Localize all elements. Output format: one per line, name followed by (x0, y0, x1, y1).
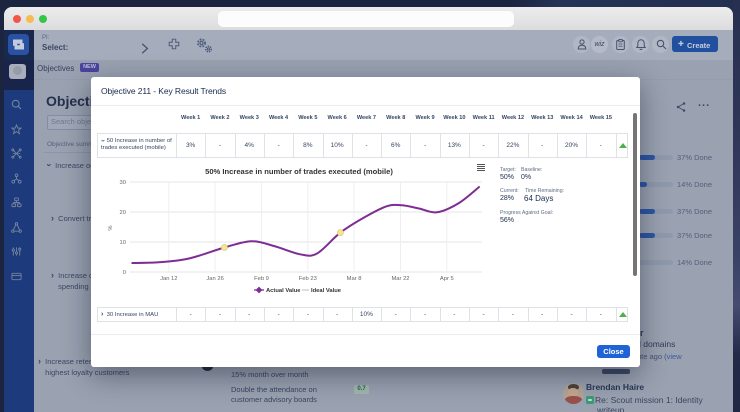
svg-text:0: 0 (123, 270, 126, 276)
svg-text:Apr 5: Apr 5 (440, 276, 454, 282)
svg-text:Jan 12: Jan 12 (160, 276, 177, 282)
svg-text:Jan 26: Jan 26 (206, 276, 223, 282)
svg-text:50% Increase in number of trad: 50% Increase in number of trades execute… (205, 167, 393, 176)
svg-text:Mar 22: Mar 22 (391, 276, 409, 282)
svg-text:30: 30 (120, 180, 126, 186)
svg-text:Mar 8: Mar 8 (347, 276, 362, 282)
svg-text:Actual Value: Actual Value (266, 288, 301, 294)
svg-text:Feb 23: Feb 23 (299, 276, 317, 282)
svg-text:20: 20 (120, 210, 126, 216)
svg-text:Ideal Value: Ideal Value (311, 288, 342, 294)
svg-text:10: 10 (120, 240, 126, 246)
svg-text:Feb 9: Feb 9 (254, 276, 269, 282)
svg-text:%: % (108, 225, 114, 230)
